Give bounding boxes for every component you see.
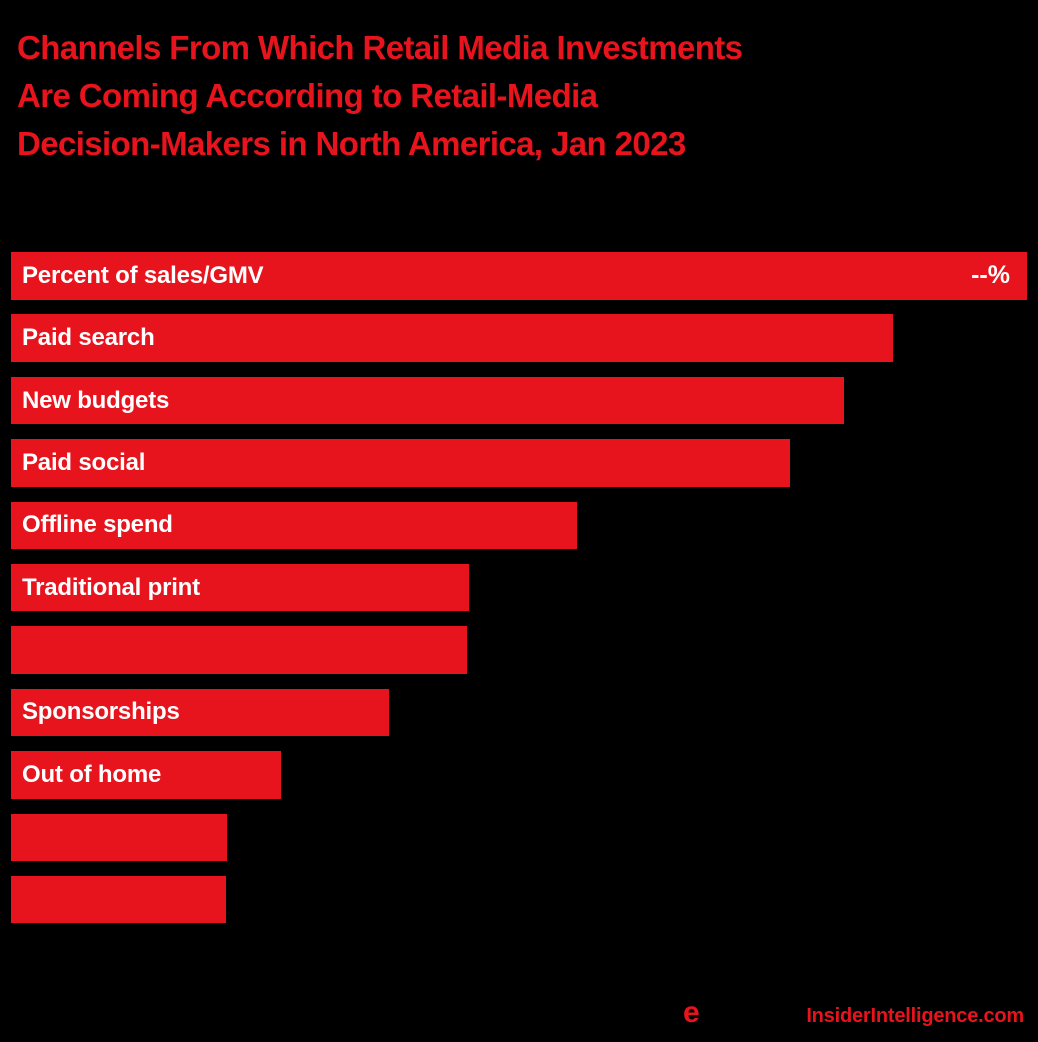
bar-label: Paid search — [22, 324, 155, 352]
chart-title-line-3: Decision-Makers in North America, Jan 20… — [17, 125, 686, 162]
bar-unlabeled-1 — [11, 626, 467, 674]
bar-value: --% — [971, 261, 1010, 290]
bar-unlabeled-3 — [11, 875, 226, 924]
chart-title-line-1: Channels From Which Retail Media Investm… — [17, 29, 743, 66]
bar-label: Out of home — [22, 760, 162, 788]
insider-intelligence-link[interactable]: InsiderIntelligence.com — [806, 1005, 1024, 1027]
bar-paid-social: Paid social — [11, 439, 790, 487]
bar-unlabeled-2 — [11, 813, 227, 862]
bar-traditional-print: Traditional print — [11, 563, 469, 612]
bar-new-budgets: New budgets — [11, 376, 844, 425]
bar-label: Sponsorships — [22, 698, 180, 726]
chart-title: Channels From Which Retail Media Investm… — [17, 24, 1007, 168]
bar-sponsorships: Sponsorships — [11, 688, 389, 737]
chart-title-line-2: Are Coming According to Retail-Media — [17, 77, 598, 114]
bar-label: New budgets — [22, 386, 170, 414]
bar-label: Percent of sales/GMV — [22, 261, 264, 289]
bar-offline-spend: Offline spend — [11, 501, 577, 550]
bar-percent-of-sales-gmv: Percent of sales/GMV --% — [11, 252, 1027, 300]
bar-label: Offline spend — [22, 511, 173, 539]
footer: e InsiderIntelligence.com — [683, 998, 1024, 1031]
bar-paid-search: Paid search — [11, 314, 893, 362]
bar-chart: Percent of sales/GMV --% Paid search New… — [11, 252, 1027, 924]
emarketer-e-logo: e — [683, 996, 700, 1029]
bar-out-of-home: Out of home — [11, 751, 281, 799]
bar-label: Traditional print — [22, 573, 200, 601]
bar-label: Paid social — [22, 448, 146, 476]
